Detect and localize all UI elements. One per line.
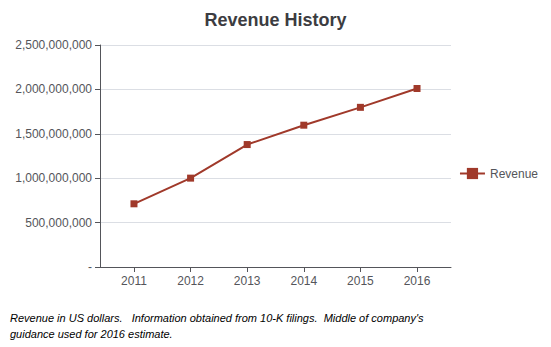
svg-text:Revenue in US dollars. Infor: Revenue in US dollars. Information obtai… <box>10 312 424 324</box>
svg-text:guidance used for 2016 estimat: guidance used for 2016 estimate. <box>10 328 173 340</box>
svg-text:-: - <box>88 260 92 274</box>
svg-text:500,000,000: 500,000,000 <box>25 216 92 230</box>
svg-text:2,000,000,000: 2,000,000,000 <box>15 82 92 96</box>
svg-text:Revenue History: Revenue History <box>204 10 346 30</box>
svg-text:Revenue: Revenue <box>490 167 538 181</box>
svg-text:1,500,000,000: 1,500,000,000 <box>15 127 92 141</box>
svg-text:2016: 2016 <box>404 274 431 288</box>
svg-text:1,000,000,000: 1,000,000,000 <box>15 171 92 185</box>
svg-text:2013: 2013 <box>234 274 261 288</box>
svg-text:2011: 2011 <box>121 274 147 288</box>
svg-text:2014: 2014 <box>290 274 317 288</box>
svg-text:2012: 2012 <box>177 274 204 288</box>
svg-text:2,500,000,000: 2,500,000,000 <box>15 38 92 52</box>
svg-text:2015: 2015 <box>347 274 374 288</box>
